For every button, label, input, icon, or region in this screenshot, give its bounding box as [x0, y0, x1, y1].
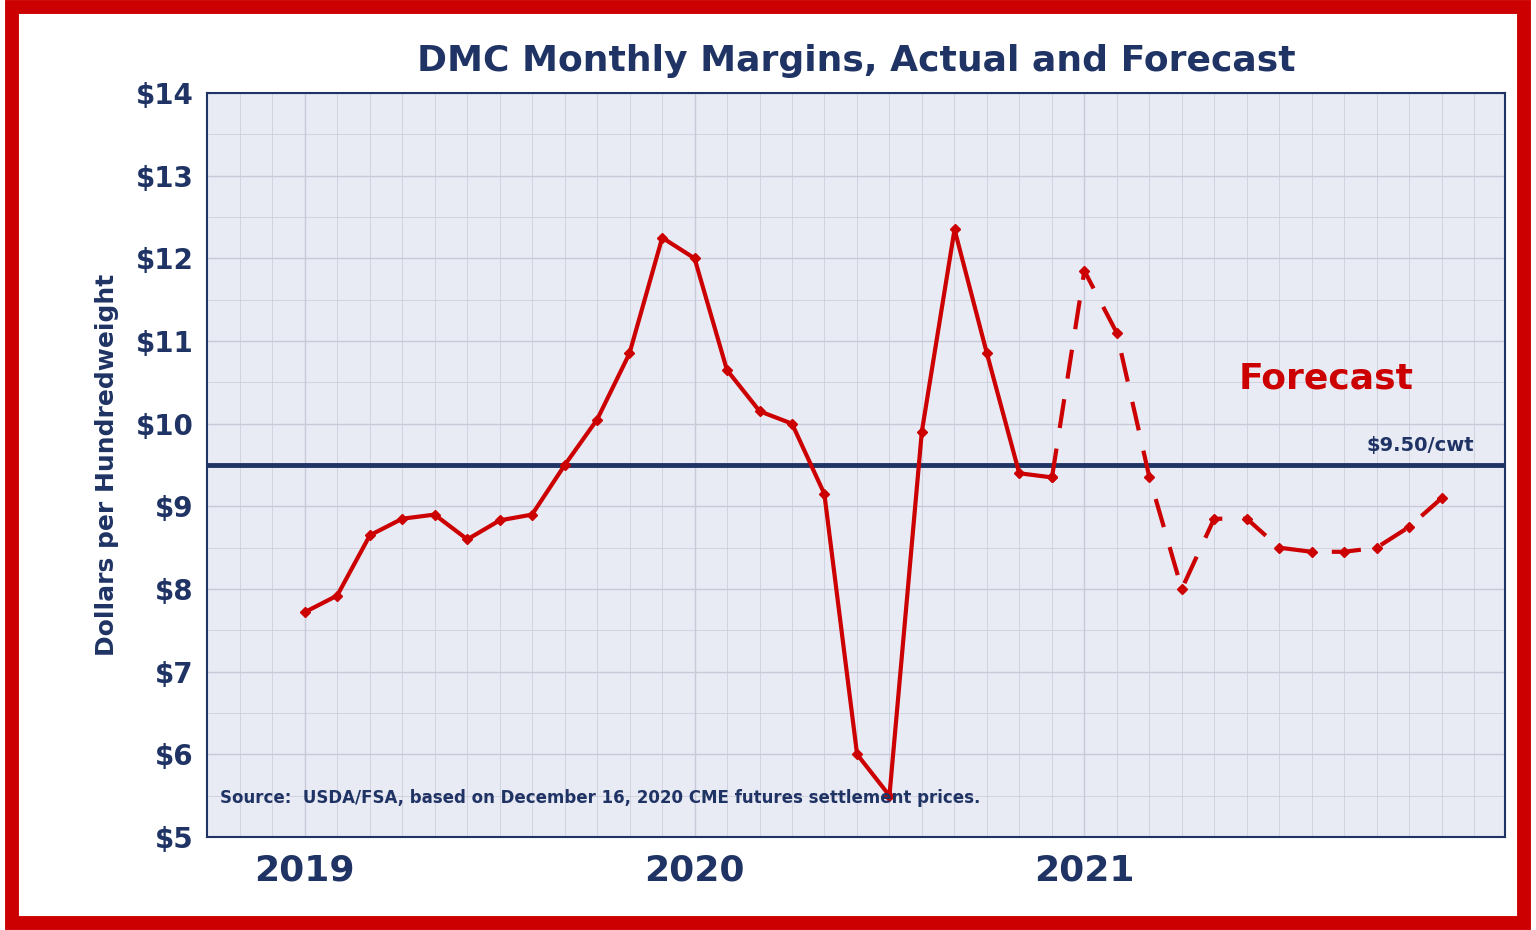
Text: Forecast: Forecast — [1238, 361, 1413, 395]
Text: $9.50/cwt: $9.50/cwt — [1367, 436, 1475, 455]
Text: Source:  USDA/FSA, based on December 16, 2020 CME futures settlement prices.: Source: USDA/FSA, based on December 16, … — [220, 790, 980, 807]
Title: DMC Monthly Margins, Actual and Forecast: DMC Monthly Margins, Actual and Forecast — [416, 44, 1296, 78]
Y-axis label: Dollars per Hundredweight: Dollars per Hundredweight — [95, 273, 118, 657]
